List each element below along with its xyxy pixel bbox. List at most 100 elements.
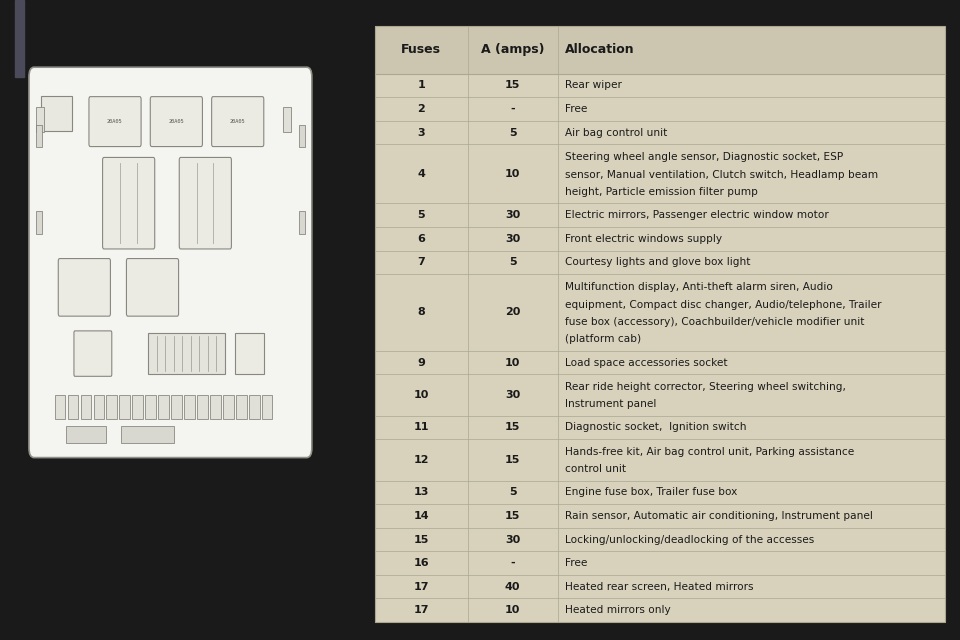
Text: 20: 20 xyxy=(505,307,520,317)
Bar xyxy=(171,395,181,419)
Text: Front electric windows supply: Front electric windows supply xyxy=(564,234,722,244)
Text: 14: 14 xyxy=(414,511,429,521)
FancyBboxPatch shape xyxy=(74,331,111,376)
Bar xyxy=(374,551,945,575)
Text: 30: 30 xyxy=(505,390,520,400)
Bar xyxy=(66,426,106,443)
Bar xyxy=(67,395,78,419)
Bar xyxy=(374,250,945,274)
FancyBboxPatch shape xyxy=(29,67,312,458)
Text: 5: 5 xyxy=(509,127,516,138)
Bar xyxy=(36,107,44,132)
Text: 30: 30 xyxy=(505,210,520,220)
Bar xyxy=(374,598,945,622)
Text: 20A05: 20A05 xyxy=(168,119,184,124)
Text: 20A05: 20A05 xyxy=(107,119,123,124)
Bar xyxy=(81,395,91,419)
Text: Fuses: Fuses xyxy=(401,43,442,56)
FancyBboxPatch shape xyxy=(59,259,110,316)
Bar xyxy=(374,145,945,204)
Text: 3: 3 xyxy=(418,127,425,138)
Bar xyxy=(235,333,264,374)
Bar xyxy=(374,351,945,374)
FancyBboxPatch shape xyxy=(180,157,231,249)
Text: 6: 6 xyxy=(418,234,425,244)
Bar xyxy=(210,395,221,419)
Bar xyxy=(374,504,945,528)
Text: 2: 2 xyxy=(418,104,425,114)
Bar xyxy=(41,96,72,131)
Text: 17: 17 xyxy=(414,605,429,615)
Bar xyxy=(374,374,945,415)
Text: 13: 13 xyxy=(414,487,429,497)
Text: Load space accessories socket: Load space accessories socket xyxy=(564,358,728,367)
Text: 15: 15 xyxy=(505,81,520,90)
Bar xyxy=(132,395,143,419)
Text: Courtesy lights and glove box light: Courtesy lights and glove box light xyxy=(564,257,751,268)
Text: Steering wheel angle sensor, Diagnostic socket, ESP: Steering wheel angle sensor, Diagnostic … xyxy=(564,152,843,163)
Text: Locking/unlocking/deadlocking of the accesses: Locking/unlocking/deadlocking of the acc… xyxy=(564,534,814,545)
Text: Diagnostic socket,  Ignition switch: Diagnostic socket, Ignition switch xyxy=(564,422,747,433)
Text: Engine fuse box, Trailer fuse box: Engine fuse box, Trailer fuse box xyxy=(564,487,737,497)
Bar xyxy=(148,333,225,374)
Bar xyxy=(374,481,945,504)
Bar xyxy=(374,97,945,121)
Text: 16: 16 xyxy=(414,558,429,568)
Text: equipment, Compact disc changer, Audio/telephone, Trailer: equipment, Compact disc changer, Audio/t… xyxy=(564,300,881,310)
FancyBboxPatch shape xyxy=(103,157,155,249)
Bar xyxy=(197,395,207,419)
Bar xyxy=(93,395,104,419)
Text: 10: 10 xyxy=(505,605,520,615)
Bar xyxy=(374,274,945,351)
FancyBboxPatch shape xyxy=(89,97,141,147)
Bar xyxy=(249,395,259,419)
Text: 10: 10 xyxy=(414,390,429,400)
Text: Air bag control unit: Air bag control unit xyxy=(564,127,667,138)
Text: Free: Free xyxy=(564,558,588,568)
Text: 30: 30 xyxy=(505,234,520,244)
Bar xyxy=(184,395,195,419)
Text: Heated mirrors only: Heated mirrors only xyxy=(564,605,671,615)
Text: 9: 9 xyxy=(418,358,425,367)
Text: 8: 8 xyxy=(418,307,425,317)
Text: 15: 15 xyxy=(505,422,520,433)
Text: Rear wiper: Rear wiper xyxy=(564,81,622,90)
Text: Rain sensor, Automatic air conditioning, Instrument panel: Rain sensor, Automatic air conditioning,… xyxy=(564,511,873,521)
Text: 11: 11 xyxy=(414,422,429,433)
Bar xyxy=(374,121,945,145)
Bar xyxy=(236,395,247,419)
Bar xyxy=(55,395,65,419)
Text: Electric mirrors, Passenger electric window motor: Electric mirrors, Passenger electric win… xyxy=(564,210,828,220)
Text: 15: 15 xyxy=(505,455,520,465)
Text: -: - xyxy=(511,558,515,568)
Bar xyxy=(145,395,156,419)
Bar xyxy=(262,395,273,419)
Text: sensor, Manual ventilation, Clutch switch, Headlamp beam: sensor, Manual ventilation, Clutch switc… xyxy=(564,170,878,180)
Bar xyxy=(15,0,24,77)
FancyBboxPatch shape xyxy=(211,97,264,147)
Bar xyxy=(158,395,169,419)
Bar xyxy=(374,227,945,250)
Text: Heated rear screen, Heated mirrors: Heated rear screen, Heated mirrors xyxy=(564,582,754,592)
Text: 20A05: 20A05 xyxy=(229,119,246,124)
Bar xyxy=(374,415,945,439)
Bar xyxy=(119,395,130,419)
Bar xyxy=(374,439,945,481)
Bar xyxy=(107,395,117,419)
Text: 30: 30 xyxy=(505,534,520,545)
Text: Multifunction display, Anti-theft alarm siren, Audio: Multifunction display, Anti-theft alarm … xyxy=(564,282,833,292)
Text: 15: 15 xyxy=(505,511,520,521)
Bar xyxy=(300,125,305,147)
FancyBboxPatch shape xyxy=(151,97,203,147)
Text: 5: 5 xyxy=(418,210,425,220)
Text: Allocation: Allocation xyxy=(564,43,635,56)
Text: 4: 4 xyxy=(418,169,425,179)
Text: 10: 10 xyxy=(505,169,520,179)
Text: 5: 5 xyxy=(509,257,516,268)
Text: 15: 15 xyxy=(414,534,429,545)
Bar xyxy=(374,528,945,551)
Text: (platform cab): (platform cab) xyxy=(564,335,641,344)
Bar xyxy=(300,211,305,234)
Bar xyxy=(283,107,292,132)
Text: 1: 1 xyxy=(418,81,425,90)
